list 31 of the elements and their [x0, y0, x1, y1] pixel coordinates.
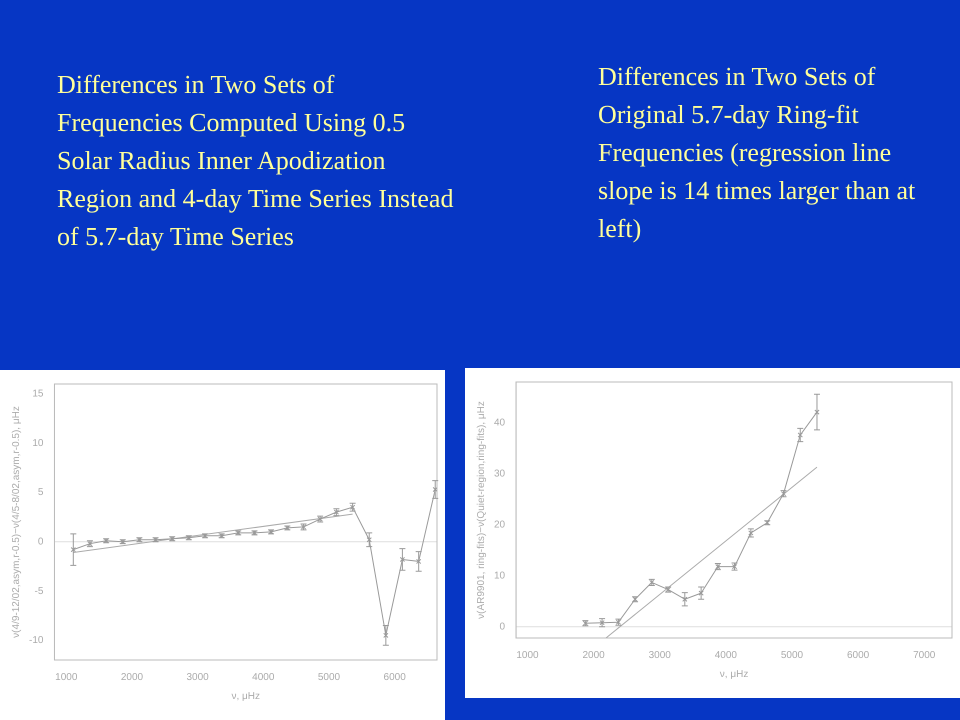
- x-tick-label: 7000: [913, 650, 936, 661]
- x-tick-label: 1000: [55, 672, 78, 683]
- x-tick-label: 4000: [252, 672, 275, 683]
- y-tick-label: 40: [494, 418, 506, 429]
- y-axis-title: ν(AR9901, ring-fits)−ν(Quiet-region,ring-fits), μHz: [476, 401, 487, 619]
- x-tick-label: 5000: [318, 672, 341, 683]
- y-tick-label: 5: [38, 487, 44, 498]
- y-tick-label: -10: [29, 635, 44, 646]
- x-axis-title: ν, μHz: [720, 668, 748, 680]
- x-tick-label: 2000: [120, 672, 144, 683]
- x-axis-title: ν, μHz: [231, 690, 260, 702]
- y-tick-label: 0: [38, 536, 44, 548]
- x-tick-label: 1000: [516, 650, 540, 661]
- y-tick-label: 10: [32, 438, 44, 449]
- point: [400, 556, 406, 562]
- x-tick-label: 5000: [780, 650, 804, 661]
- y-tick-label: 30: [494, 468, 506, 480]
- chart-title: Differences in Two Sets of Frequencies Computed Using 0.5 Solar Radius Inner Apodization Region and 4-day Time Series Instead of 5.7-day Time Series: [56, 69, 454, 253]
- x-tick-label: 4000: [714, 650, 738, 661]
- chart-title: Differences in Two Sets of Original 5.7-day Ring-fit Frequencies (regression line slope is 14 times larger than at left): [597, 61, 916, 245]
- x-tick-label: 3000: [186, 672, 210, 683]
- x-tick-label: 6000: [846, 650, 870, 661]
- y-tick-label: 20: [494, 520, 506, 531]
- y-tick-label: 0: [500, 622, 506, 633]
- x-tick-label: 6000: [384, 672, 406, 683]
- y-tick-label: 15: [32, 388, 44, 400]
- x-tick-label: 2000: [582, 650, 606, 661]
- y-axis-title: ν(4/9-12/02,asym,r-0.5)−ν(4/5-8/02,asym,r-0.5), μHz: [10, 406, 22, 638]
- x-tick-label: 3000: [648, 650, 672, 661]
- y-tick-label: -5: [34, 586, 44, 597]
- y-tick-label: 10: [494, 570, 506, 582]
